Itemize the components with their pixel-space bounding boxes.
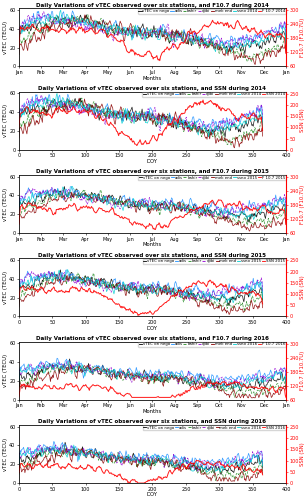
X-axis label: DOY: DOY: [147, 326, 158, 330]
Title: Daily Variations of vTEC observed over six stations, and F10.7 during 2014: Daily Variations of vTEC observed over s…: [36, 3, 269, 8]
Title: Daily Variations of vTEC observed over six stations, and SSN during 2014: Daily Variations of vTEC observed over s…: [38, 86, 266, 91]
Legend: vTEC on nego, adis, bahir, djibi, mek end, ssno 2015, F 10.7 2015: vTEC on nego, adis, bahir, djibi, mek en…: [138, 175, 286, 180]
Y-axis label: vTEC (TECU): vTEC (TECU): [3, 354, 8, 387]
Title: Daily Variations of vTEC observed over six stations, and SSN during 2015: Daily Variations of vTEC observed over s…: [38, 253, 266, 258]
X-axis label: Months: Months: [143, 409, 162, 414]
Y-axis label: SSN (SN): SSN (SN): [300, 108, 305, 132]
X-axis label: DOY: DOY: [147, 492, 158, 497]
Legend: vTEC on nego, adis, bahir, djibi, mek end, ssno 2014, SSN 2014: vTEC on nego, adis, bahir, djibi, mek en…: [142, 92, 286, 97]
Legend: vTEC on nego, adis, bahir, djibi, mek end, ssno 2016, SSN 2016: vTEC on nego, adis, bahir, djibi, mek en…: [143, 425, 286, 430]
Legend: vTEC on nego, adis, bahir, djibi, mek end, ssno 2016, F 10.7 2016: vTEC on nego, adis, bahir, djibi, mek en…: [138, 342, 286, 347]
Y-axis label: vTEC (TECU): vTEC (TECU): [3, 104, 8, 137]
Y-axis label: F10.7 (F10.7U): F10.7 (F10.7U): [300, 351, 305, 390]
Title: Daily Variations of vTEC observed over six stations, and SSN during 2016: Daily Variations of vTEC observed over s…: [38, 420, 266, 424]
Legend: vTEC on nego, adis, bahir, djibi, mek end, ssno 2015, SSN 2015: vTEC on nego, adis, bahir, djibi, mek en…: [143, 258, 286, 264]
Y-axis label: vTEC (TECU): vTEC (TECU): [3, 188, 8, 220]
X-axis label: Months: Months: [143, 76, 162, 80]
X-axis label: Months: Months: [143, 242, 162, 247]
Y-axis label: F10.7 (F10.7U): F10.7 (F10.7U): [300, 18, 305, 57]
X-axis label: DOY: DOY: [147, 159, 158, 164]
Y-axis label: SSN (SN): SSN (SN): [300, 276, 305, 299]
Y-axis label: SSN (SN): SSN (SN): [300, 442, 305, 466]
Y-axis label: vTEC (TECU): vTEC (TECU): [3, 438, 8, 470]
Legend: vTEC on nego, adis, bahir, djibi, mek end, ssno 2014, F 10.7 2014: vTEC on nego, adis, bahir, djibi, mek en…: [138, 8, 286, 14]
Y-axis label: vTEC (TECU): vTEC (TECU): [3, 270, 8, 304]
Y-axis label: vTEC (TECU): vTEC (TECU): [3, 20, 8, 54]
Title: Daily Variations of vTEC observed over six stations, and F10.7 during 2016: Daily Variations of vTEC observed over s…: [36, 336, 269, 341]
Y-axis label: F10.7 (F10.7U): F10.7 (F10.7U): [300, 184, 305, 224]
Title: Daily Variations of vTEC observed over six stations, and F10.7 during 2015: Daily Variations of vTEC observed over s…: [36, 170, 269, 174]
